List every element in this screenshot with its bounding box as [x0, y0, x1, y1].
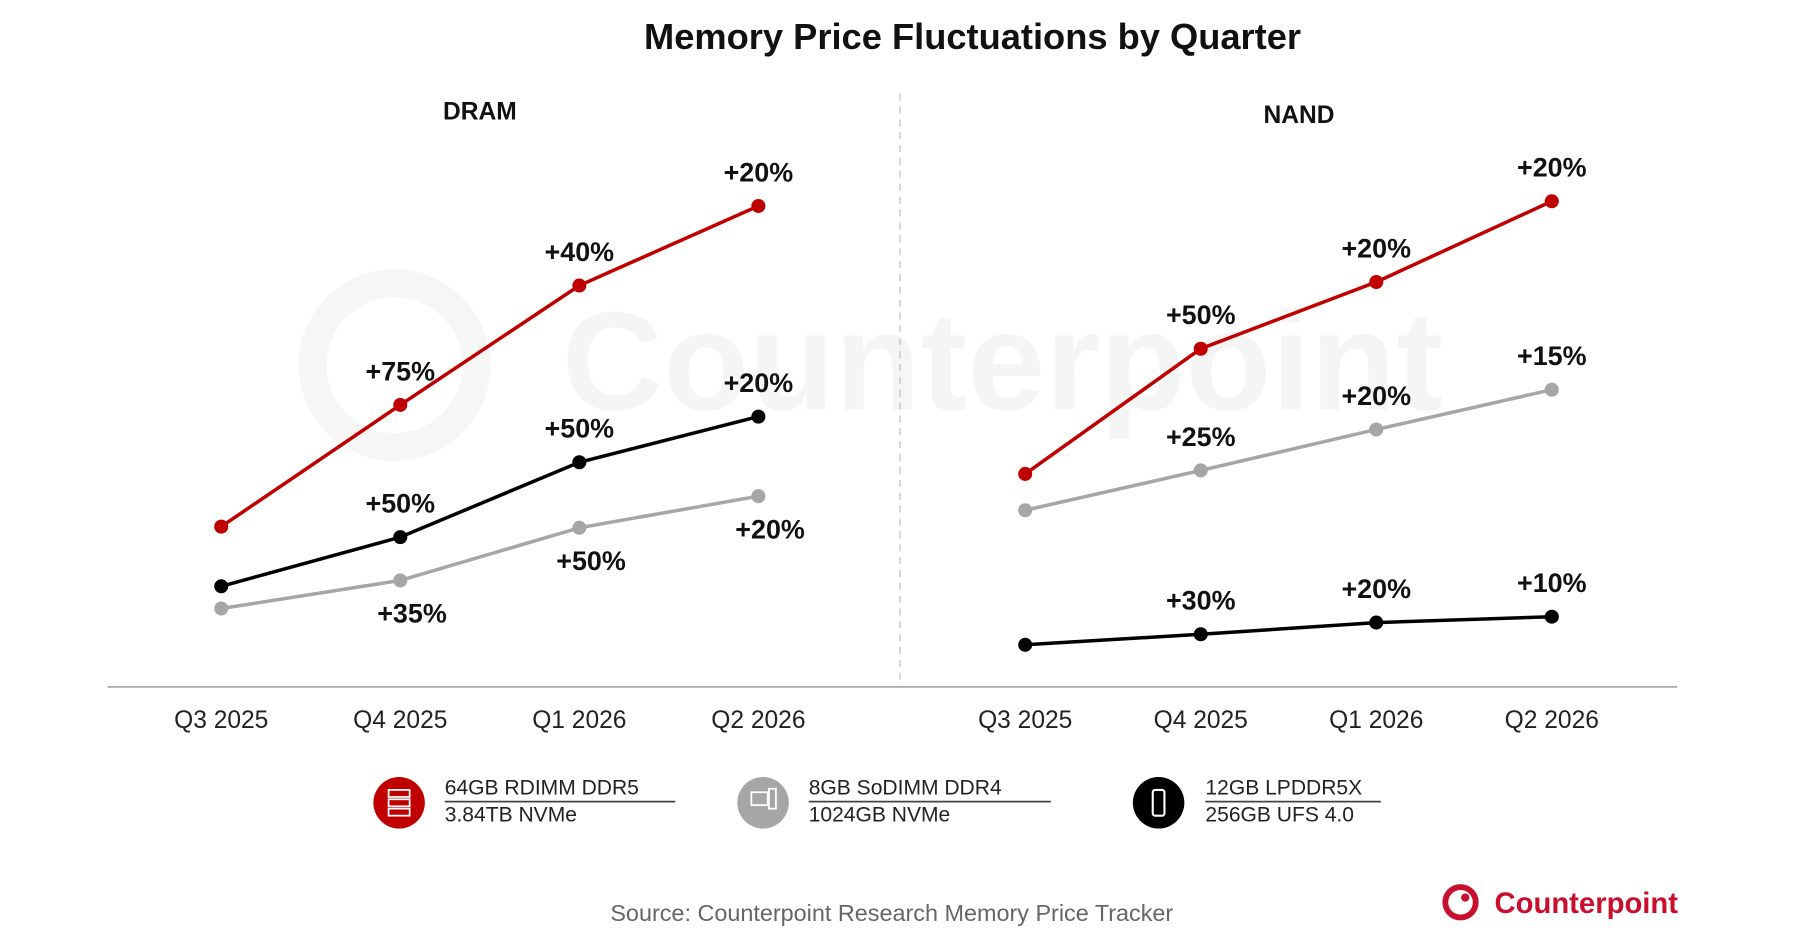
data-point — [1544, 609, 1559, 624]
data-label: +20% — [1341, 381, 1411, 411]
x-tick-label: Q2 2026 — [1505, 707, 1599, 734]
data-point — [1193, 627, 1208, 642]
series-line-pc — [220, 494, 759, 611]
legend-nand-label: 1024GB NVMe — [809, 804, 951, 827]
data-point — [1018, 637, 1033, 652]
server-icon — [373, 777, 425, 829]
x-tick-label: Q1 2026 — [532, 707, 626, 734]
data-point — [1369, 422, 1384, 437]
data-point — [1544, 194, 1559, 209]
series-line-mobile — [220, 414, 759, 588]
data-label: +20% — [735, 514, 805, 544]
data-label: +50% — [556, 546, 626, 576]
data-label: +35% — [377, 599, 447, 629]
data-label: +20% — [1517, 153, 1587, 183]
data-point — [1369, 615, 1384, 630]
data-point — [1018, 503, 1033, 518]
data-label: +50% — [545, 414, 615, 444]
data-point — [214, 579, 229, 594]
data-label: +40% — [545, 237, 615, 267]
series-line-mobile — [1025, 614, 1552, 647]
data-point — [393, 530, 408, 545]
panel-title-dram: DRAM — [443, 98, 517, 125]
brand-name: Counterpoint — [1494, 888, 1678, 920]
data-point — [1193, 341, 1208, 356]
x-tick-label: Q4 2025 — [353, 707, 447, 734]
data-point — [1369, 275, 1384, 290]
smartphone-icon — [1132, 777, 1185, 829]
x-tick-label: Q3 2025 — [978, 707, 1072, 734]
data-point — [214, 519, 229, 534]
data-point — [1018, 466, 1033, 481]
data-point — [751, 409, 766, 424]
data-label: +20% — [1341, 574, 1411, 604]
data-point — [1193, 463, 1208, 478]
data-label: +50% — [365, 489, 435, 519]
legend-item-server: 64GB RDIMM DDR5 3.84TB NVMe — [373, 777, 676, 829]
data-label: +25% — [1166, 422, 1236, 452]
legend-item-pc: 8GB SoDIMM DDR4 1024GB NVMe — [737, 777, 1051, 829]
data-point — [572, 520, 587, 535]
series-line-server — [220, 204, 760, 529]
data-point — [393, 397, 408, 412]
series-line-server — [1024, 199, 1553, 476]
data-label: +20% — [724, 157, 794, 187]
data-label: +75% — [365, 356, 435, 386]
desktop-pc-icon — [737, 777, 789, 829]
panel-title-nand: NAND — [1264, 102, 1335, 129]
data-label: +20% — [724, 368, 794, 398]
legend: 64GB RDIMM DDR5 3.84TB NVMe 8GB SoDIMM DDR… — [373, 777, 1381, 829]
legend-dram-label: 12GB LPDDR5X — [1205, 777, 1362, 800]
data-point — [572, 455, 587, 470]
x-tick-label: Q4 2025 — [1154, 707, 1248, 734]
legend-nand-label: 256GB UFS 4.0 — [1205, 804, 1354, 827]
data-point — [751, 198, 766, 213]
data-point — [572, 278, 587, 293]
data-label: +15% — [1517, 341, 1587, 371]
data-point — [751, 489, 766, 504]
legend-dram-label: 64GB RDIMM DDR5 — [445, 777, 639, 800]
legend-dram-label: 8GB SoDIMM DDR4 — [809, 777, 1002, 800]
data-point — [1544, 382, 1559, 397]
data-point — [393, 573, 408, 588]
brand-logo: Counterpoint — [1442, 884, 1678, 921]
legend-nand-label: 3.84TB NVMe — [445, 804, 577, 827]
source-note: Source: Counterpoint Research Memory Pri… — [610, 900, 1173, 926]
x-tick-label: Q3 2025 — [174, 707, 268, 734]
series-line-pc — [1024, 387, 1553, 512]
x-tick-label: Q1 2026 — [1329, 707, 1423, 734]
x-tick-label: Q2 2026 — [711, 707, 805, 734]
chart-title: Memory Price Fluctuations by Quarter — [644, 16, 1301, 57]
data-label: +10% — [1517, 568, 1587, 598]
watermark: Counterpoint — [313, 283, 1444, 447]
data-label: +30% — [1166, 586, 1236, 616]
data-label: +50% — [1166, 300, 1236, 330]
data-label: +20% — [1341, 233, 1411, 263]
data-point — [214, 601, 229, 616]
legend-item-mobile: 12GB LPDDR5X 256GB UFS 4.0 — [1132, 777, 1381, 829]
